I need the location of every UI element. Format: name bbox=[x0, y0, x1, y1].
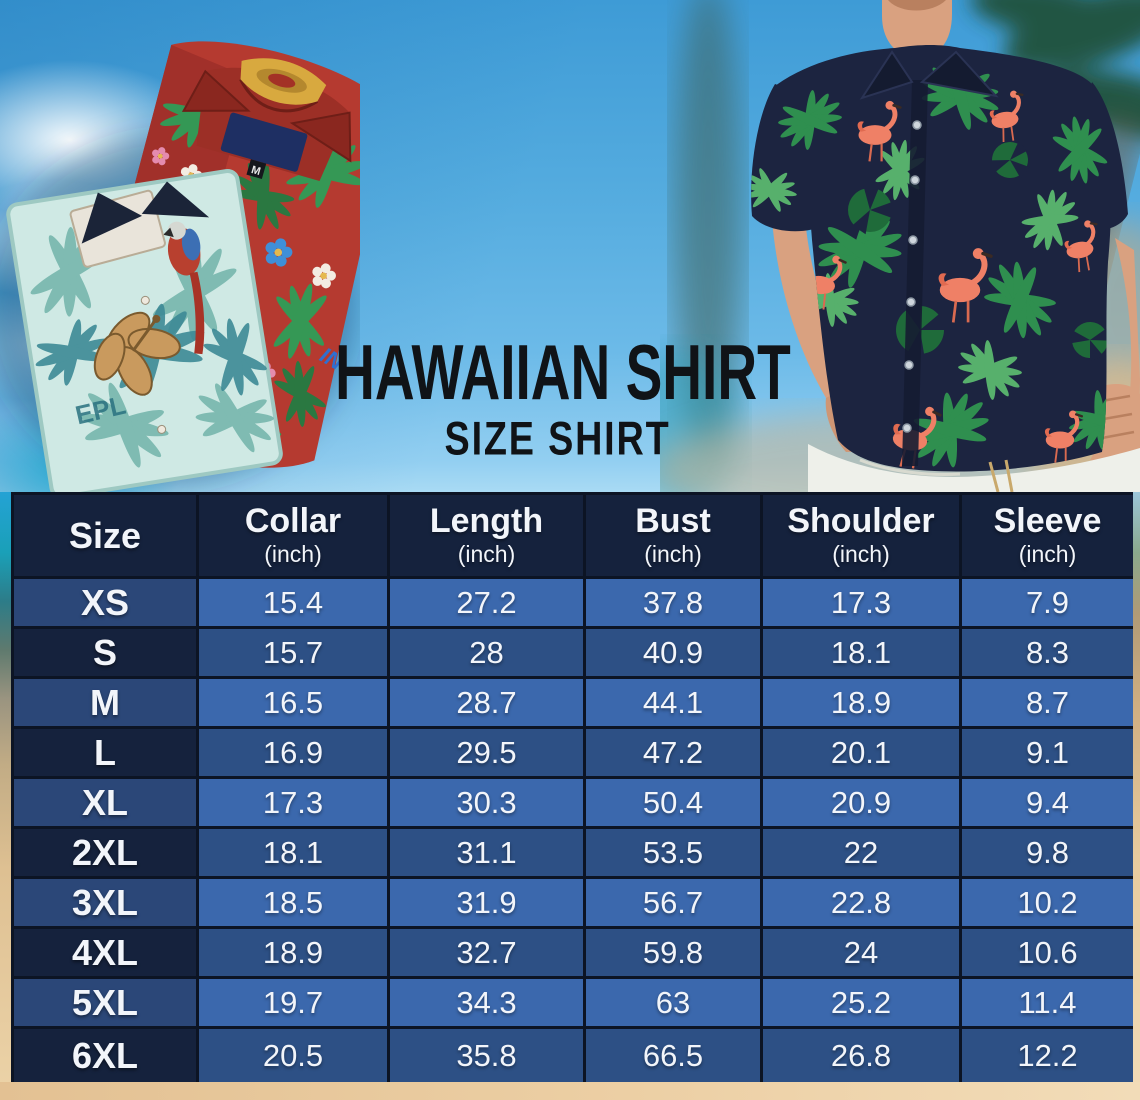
measurement-value: 8.3 bbox=[959, 626, 1136, 679]
beach-right-margin bbox=[1133, 492, 1140, 1100]
page-subtitle: SIZE SHIRT bbox=[445, 412, 671, 465]
man-wearing-flamingo-hawaiian-shirt-photo bbox=[660, 0, 1140, 492]
measurement-value: 37.8 bbox=[583, 576, 763, 629]
measurement-value: 66.5 bbox=[583, 1026, 763, 1085]
measurement-value: 12.2 bbox=[959, 1026, 1136, 1085]
measurement-value: 10.6 bbox=[959, 926, 1136, 979]
measurement-value: 63 bbox=[583, 976, 763, 1029]
measurement-value: 28 bbox=[387, 626, 586, 679]
measurement-value: 9.4 bbox=[959, 776, 1136, 829]
size-row-m: M 16.5 28.7 44.1 18.9 8.7 bbox=[11, 676, 1136, 729]
measurement-value: 15.7 bbox=[196, 626, 390, 679]
measurement-value: 59.8 bbox=[583, 926, 763, 979]
measurement-value: 19.7 bbox=[196, 976, 390, 1029]
size-row-4xl: 4XL 18.9 32.7 59.8 24 10.6 bbox=[11, 926, 1136, 979]
measurement-value: 50.4 bbox=[583, 776, 763, 829]
column-header-collar: Collar (inch) bbox=[196, 492, 390, 579]
size-chart-table: Size Collar (inch) Length (inch) Bust (inch) Sh… bbox=[11, 492, 1136, 1085]
measurement-value: 53.5 bbox=[583, 826, 763, 879]
measurement-value: 18.1 bbox=[196, 826, 390, 879]
column-header-bust: Bust (inch) bbox=[583, 492, 763, 579]
beach-left-margin bbox=[0, 492, 11, 1100]
size-label: 3XL bbox=[11, 876, 199, 929]
size-label: 2XL bbox=[11, 826, 199, 879]
measurement-value: 17.3 bbox=[760, 576, 962, 629]
measurement-value: 22.8 bbox=[760, 876, 962, 929]
measurement-value: 18.5 bbox=[196, 876, 390, 929]
collar-size-tag: M bbox=[250, 164, 262, 178]
measurement-value: 22 bbox=[760, 826, 962, 879]
measurement-value: 27.2 bbox=[387, 576, 586, 629]
measurement-value: 35.8 bbox=[387, 1026, 586, 1085]
hibiscus-flower bbox=[93, 311, 181, 396]
measurement-value: 17.3 bbox=[196, 776, 390, 829]
size-row-s: S 15.7 28 40.9 18.1 8.3 bbox=[11, 626, 1136, 679]
measurement-value: 20.9 bbox=[760, 776, 962, 829]
title-block: HAWAIIAN SHIRT SIZE SHIRT bbox=[298, 333, 818, 465]
page-title: HAWAIIAN SHIRT bbox=[335, 328, 791, 416]
size-label: 4XL bbox=[11, 926, 199, 979]
size-row-2xl: 2XL 18.1 31.1 53.5 22 9.8 bbox=[11, 826, 1136, 879]
measurement-value: 7.9 bbox=[959, 576, 1136, 629]
measurement-value: 10.2 bbox=[959, 876, 1136, 929]
measurement-value: 44.1 bbox=[583, 676, 763, 729]
size-label: M bbox=[11, 676, 199, 729]
measurement-value: 11.4 bbox=[959, 976, 1136, 1029]
measurement-value: 47.2 bbox=[583, 726, 763, 779]
folded-hawaiian-shirts-photo: M IN bbox=[0, 41, 360, 492]
size-row-5xl: 5XL 19.7 34.3 63 25.2 11.4 bbox=[11, 976, 1136, 1029]
size-row-6xl: 6XL 20.5 35.8 66.5 26.8 12.2 bbox=[11, 1026, 1136, 1085]
column-header-size: Size bbox=[11, 492, 199, 579]
shirt-buttons bbox=[902, 120, 922, 433]
measurement-value: 18.9 bbox=[196, 926, 390, 979]
measurement-value: 31.9 bbox=[387, 876, 586, 929]
size-row-xl: XL 17.3 30.3 50.4 20.9 9.4 bbox=[11, 776, 1136, 829]
measurement-value: 18.9 bbox=[760, 676, 962, 729]
size-row-xs: XS 15.4 27.2 37.8 17.3 7.9 bbox=[11, 576, 1136, 629]
measurement-value: 16.5 bbox=[196, 676, 390, 729]
drawstring bbox=[988, 459, 1014, 492]
column-header-sleeve: Sleeve (inch) bbox=[959, 492, 1136, 579]
column-header-length: Length (inch) bbox=[387, 492, 586, 579]
column-header-shoulder: Shoulder (inch) bbox=[760, 492, 962, 579]
hero-collage: M IN bbox=[0, 0, 1140, 492]
size-label: L bbox=[11, 726, 199, 779]
inner-collar-patch bbox=[220, 112, 308, 172]
size-row-l: L 16.9 29.5 47.2 20.1 9.1 bbox=[11, 726, 1136, 779]
man-neck bbox=[882, 0, 952, 58]
measurement-value: 26.8 bbox=[760, 1026, 962, 1085]
white-pants bbox=[808, 444, 1140, 492]
measurement-value: 9.1 bbox=[959, 726, 1136, 779]
measurement-value: 32.7 bbox=[387, 926, 586, 979]
measurement-value: 8.7 bbox=[959, 676, 1136, 729]
table-header-row: Size Collar (inch) Length (inch) Bust (inch) Sh… bbox=[11, 492, 1136, 579]
measurement-value: 30.3 bbox=[387, 776, 586, 829]
measurement-value: 29.5 bbox=[387, 726, 586, 779]
measurement-value: 16.9 bbox=[196, 726, 390, 779]
measurement-value: 25.2 bbox=[760, 976, 962, 1029]
measurement-value: 28.7 bbox=[387, 676, 586, 729]
teal-hawaiian-shirt: EPL bbox=[6, 169, 286, 492]
size-label: XL bbox=[11, 776, 199, 829]
size-label: S bbox=[11, 626, 199, 679]
size-row-3xl: 3XL 18.5 31.9 56.7 22.8 10.2 bbox=[11, 876, 1136, 929]
measurement-value: 40.9 bbox=[583, 626, 763, 679]
measurement-value: 18.1 bbox=[760, 626, 962, 679]
measurement-value: 20.1 bbox=[760, 726, 962, 779]
measurement-value: 34.3 bbox=[387, 976, 586, 1029]
size-label: 6XL bbox=[11, 1026, 199, 1085]
parrot bbox=[163, 221, 205, 355]
size-label: 5XL bbox=[11, 976, 199, 1029]
measurement-value: 15.4 bbox=[196, 576, 390, 629]
measurement-value: 31.1 bbox=[387, 826, 586, 879]
measurement-value: 24 bbox=[760, 926, 962, 979]
measurement-value: 56.7 bbox=[583, 876, 763, 929]
size-label: XS bbox=[11, 576, 199, 629]
measurement-value: 20.5 bbox=[196, 1026, 390, 1085]
measurement-value: 9.8 bbox=[959, 826, 1136, 879]
sand-bottom-strip bbox=[0, 1082, 1140, 1100]
